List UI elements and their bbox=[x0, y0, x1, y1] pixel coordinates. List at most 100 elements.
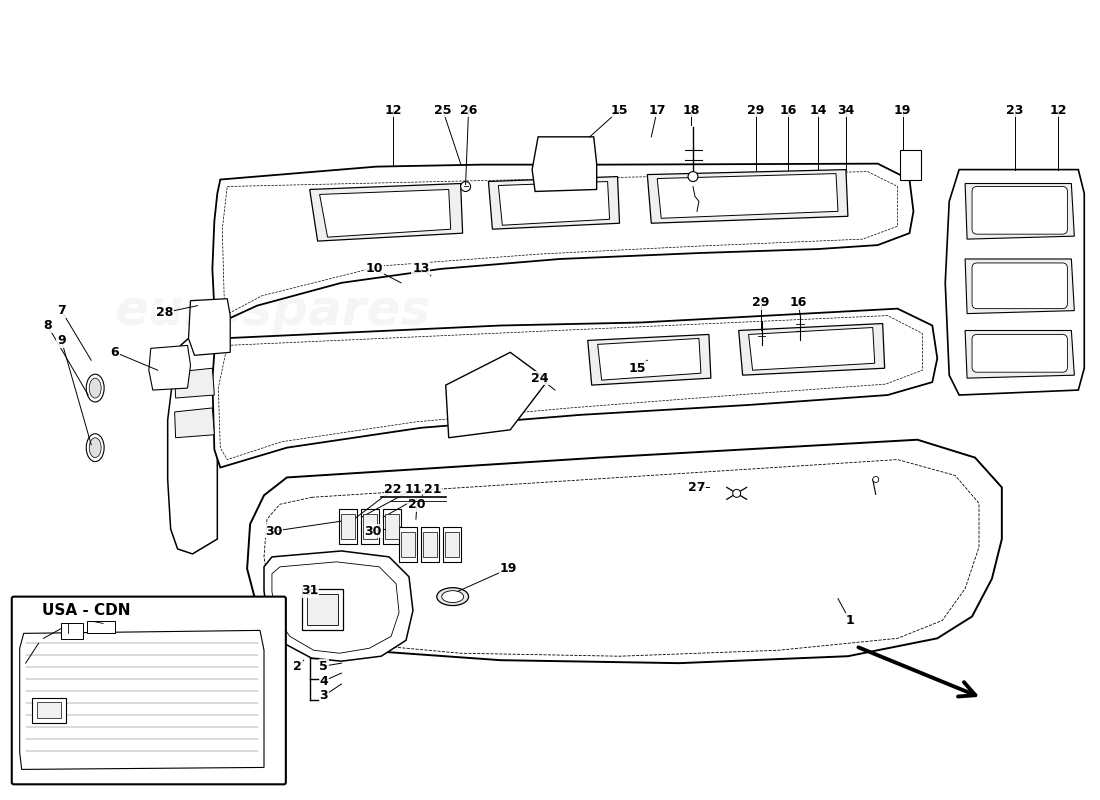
Bar bbox=[421, 527, 439, 562]
Text: 24: 24 bbox=[531, 372, 549, 385]
Text: 8: 8 bbox=[43, 319, 52, 332]
Bar bbox=[385, 514, 399, 539]
Polygon shape bbox=[264, 551, 412, 661]
FancyBboxPatch shape bbox=[972, 186, 1067, 234]
Text: eurospares: eurospares bbox=[114, 286, 430, 334]
Polygon shape bbox=[175, 408, 214, 438]
Text: 25: 25 bbox=[434, 103, 451, 117]
Polygon shape bbox=[188, 298, 230, 355]
Text: 12: 12 bbox=[384, 103, 402, 117]
Bar bbox=[32, 698, 66, 722]
Text: 28: 28 bbox=[156, 306, 174, 319]
Polygon shape bbox=[212, 164, 913, 322]
Text: 23: 23 bbox=[1006, 103, 1023, 117]
Text: 16: 16 bbox=[790, 296, 807, 309]
Ellipse shape bbox=[437, 588, 469, 606]
Polygon shape bbox=[965, 259, 1075, 314]
Bar bbox=[422, 532, 437, 557]
Polygon shape bbox=[446, 352, 548, 438]
Bar bbox=[444, 532, 459, 557]
Polygon shape bbox=[749, 327, 874, 370]
Text: 33: 33 bbox=[47, 703, 64, 716]
Bar bbox=[307, 594, 339, 626]
Text: 3: 3 bbox=[319, 690, 328, 702]
Ellipse shape bbox=[442, 590, 463, 602]
Bar bbox=[340, 510, 358, 544]
Text: 7: 7 bbox=[57, 304, 66, 317]
Text: 29: 29 bbox=[747, 103, 764, 117]
Text: 12: 12 bbox=[1049, 103, 1067, 117]
Polygon shape bbox=[965, 330, 1075, 378]
Text: 30: 30 bbox=[364, 525, 382, 538]
Bar bbox=[383, 510, 402, 544]
Bar bbox=[87, 622, 116, 634]
FancyBboxPatch shape bbox=[972, 263, 1067, 309]
Text: 1: 1 bbox=[846, 614, 855, 627]
Circle shape bbox=[872, 477, 879, 482]
Text: 5: 5 bbox=[319, 660, 328, 673]
Ellipse shape bbox=[89, 438, 101, 458]
Circle shape bbox=[733, 490, 740, 498]
Text: 30: 30 bbox=[57, 630, 74, 643]
Polygon shape bbox=[488, 177, 619, 229]
Polygon shape bbox=[167, 326, 218, 554]
Polygon shape bbox=[532, 137, 596, 191]
Text: 22: 22 bbox=[384, 483, 402, 496]
Text: 30: 30 bbox=[265, 525, 283, 538]
Text: 19: 19 bbox=[894, 103, 911, 117]
Text: 13: 13 bbox=[412, 262, 430, 275]
Text: eurospares: eurospares bbox=[521, 505, 837, 553]
Ellipse shape bbox=[86, 434, 104, 462]
Ellipse shape bbox=[89, 378, 101, 398]
Text: 9: 9 bbox=[57, 334, 66, 347]
Text: 20: 20 bbox=[408, 498, 426, 510]
Polygon shape bbox=[20, 630, 264, 770]
Text: 34: 34 bbox=[837, 103, 855, 117]
Polygon shape bbox=[597, 338, 701, 380]
Text: 31: 31 bbox=[301, 584, 318, 597]
FancyBboxPatch shape bbox=[12, 597, 286, 784]
Text: 10: 10 bbox=[365, 262, 383, 275]
Polygon shape bbox=[647, 170, 848, 223]
Polygon shape bbox=[148, 346, 190, 390]
Circle shape bbox=[461, 182, 471, 191]
Bar bbox=[36, 702, 62, 718]
Ellipse shape bbox=[86, 374, 104, 402]
Text: 19: 19 bbox=[499, 562, 517, 575]
Text: USA - CDN: USA - CDN bbox=[42, 603, 130, 618]
Bar bbox=[62, 623, 84, 639]
Text: 32: 32 bbox=[102, 630, 120, 643]
Polygon shape bbox=[658, 174, 838, 218]
Polygon shape bbox=[739, 323, 884, 375]
Bar bbox=[442, 527, 461, 562]
Bar bbox=[399, 527, 417, 562]
Text: 26: 26 bbox=[460, 103, 477, 117]
Polygon shape bbox=[320, 190, 451, 237]
Text: 15: 15 bbox=[628, 362, 646, 374]
Circle shape bbox=[688, 171, 698, 182]
Bar bbox=[341, 514, 355, 539]
Text: 16: 16 bbox=[780, 103, 798, 117]
Polygon shape bbox=[965, 183, 1075, 239]
Bar bbox=[402, 532, 415, 557]
Text: 21: 21 bbox=[425, 483, 441, 496]
Polygon shape bbox=[587, 334, 711, 385]
Bar bbox=[363, 514, 377, 539]
Polygon shape bbox=[498, 182, 609, 226]
Bar bbox=[900, 150, 922, 179]
Text: 11: 11 bbox=[404, 483, 421, 496]
FancyBboxPatch shape bbox=[972, 334, 1067, 372]
Bar bbox=[361, 510, 379, 544]
Text: 17: 17 bbox=[649, 103, 666, 117]
Polygon shape bbox=[212, 309, 937, 467]
Text: 18: 18 bbox=[682, 103, 700, 117]
Text: 6: 6 bbox=[111, 346, 120, 359]
Polygon shape bbox=[310, 183, 463, 241]
Text: 4: 4 bbox=[319, 674, 328, 687]
Polygon shape bbox=[248, 440, 1002, 663]
Polygon shape bbox=[175, 368, 214, 398]
Bar bbox=[301, 589, 343, 630]
Text: 29: 29 bbox=[751, 296, 769, 309]
Text: 2: 2 bbox=[294, 660, 302, 673]
Text: 15: 15 bbox=[610, 103, 628, 117]
